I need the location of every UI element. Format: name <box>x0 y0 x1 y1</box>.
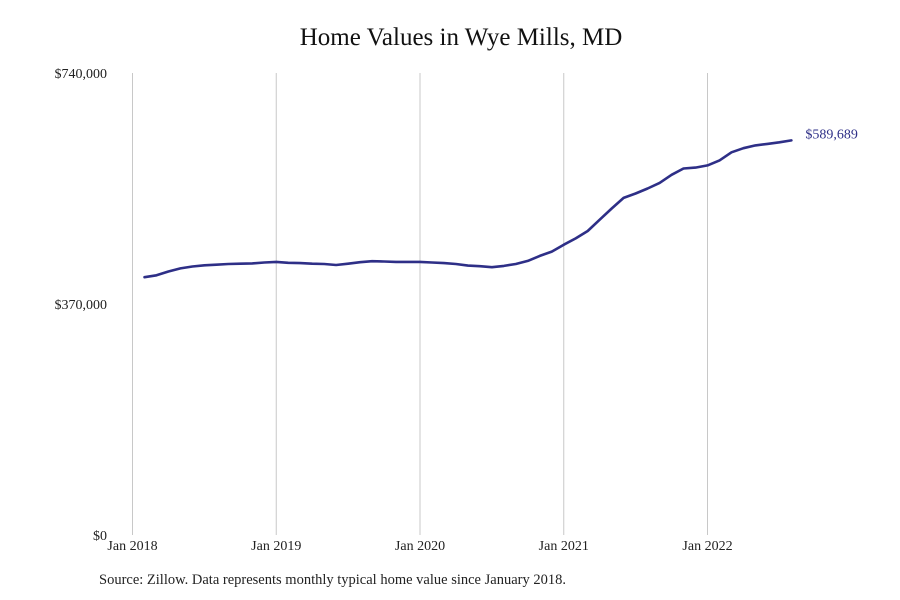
x-tick-label-2: Jan 2020 <box>395 539 445 554</box>
x-tick-label-3: Jan 2021 <box>539 539 589 554</box>
source-note: Source: Zillow. Data represents monthly … <box>99 572 566 588</box>
y-tick-label-2: $0 <box>93 529 107 544</box>
series-line-0 <box>143 139 793 279</box>
y-axis-labels: $740,000 $370,000 $0 <box>55 67 108 544</box>
x-tick-label-4: Jan 2022 <box>682 539 732 554</box>
y-tick-label-1: $370,000 <box>55 298 108 313</box>
chart-title: Home Values in Wye Mills, MD <box>299 24 623 51</box>
end-value-label: $589,689 <box>805 127 858 142</box>
grid-lines <box>132 73 708 535</box>
x-axis-labels: Jan 2018 Jan 2019 Jan 2020 Jan 2021 Jan 2022 <box>107 539 732 554</box>
series-layer <box>143 139 793 279</box>
x-tick-label-0: Jan 2018 <box>107 539 157 554</box>
x-tick-label-1: Jan 2019 <box>251 539 301 554</box>
y-tick-label-0: $740,000 <box>55 67 108 82</box>
